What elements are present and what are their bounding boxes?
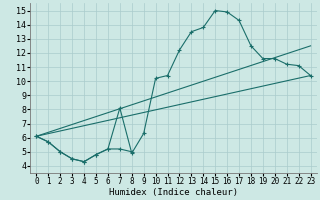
X-axis label: Humidex (Indice chaleur): Humidex (Indice chaleur) bbox=[109, 188, 238, 197]
